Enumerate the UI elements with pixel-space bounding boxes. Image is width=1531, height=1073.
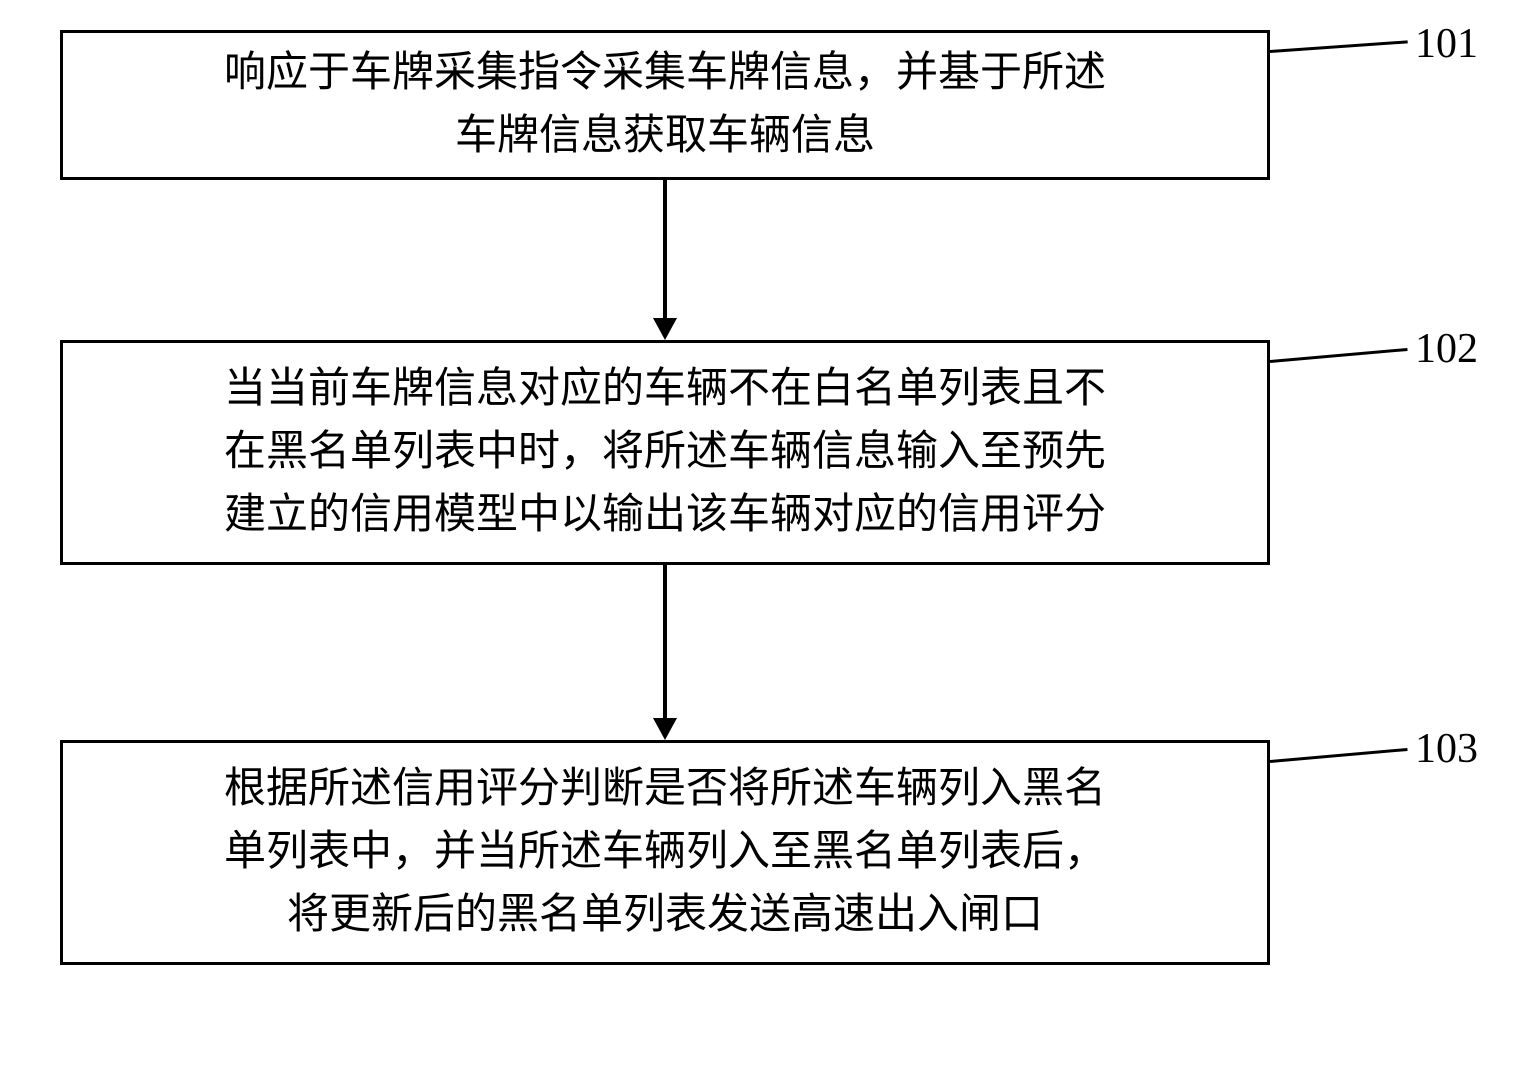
arrow-102-103-head — [653, 718, 677, 740]
flowchart-container: 响应于车牌采集指令采集车牌信息，并基于所述 车牌信息获取车辆信息 101 当当前… — [0, 0, 1531, 1073]
flow-box-101-text: 响应于车牌采集指令采集车牌信息，并基于所述 车牌信息获取车辆信息 — [224, 42, 1106, 168]
step-label-102: 102 — [1415, 325, 1478, 373]
flow-box-103-text: 根据所述信用评分判断是否将所述车辆列入黑名 单列表中，并当所述车辆列入至黑名单列… — [224, 758, 1106, 947]
label-connector-103 — [1270, 748, 1408, 763]
label-connector-102 — [1270, 348, 1408, 363]
arrow-101-102-head — [653, 318, 677, 340]
flow-box-103: 根据所述信用评分判断是否将所述车辆列入黑名 单列表中，并当所述车辆列入至黑名单列… — [60, 740, 1270, 965]
flow-box-102-text: 当当前车牌信息对应的车辆不在白名单列表且不 在黑名单列表中时，将所述车辆信息输入… — [224, 358, 1106, 547]
flow-box-102: 当当前车牌信息对应的车辆不在白名单列表且不 在黑名单列表中时，将所述车辆信息输入… — [60, 340, 1270, 565]
step-label-101: 101 — [1415, 20, 1478, 68]
flow-box-101: 响应于车牌采集指令采集车牌信息，并基于所述 车牌信息获取车辆信息 — [60, 30, 1270, 180]
label-connector-101 — [1270, 40, 1408, 53]
arrow-102-103-line — [663, 565, 667, 722]
arrow-101-102-line — [663, 180, 667, 322]
step-label-103: 103 — [1415, 725, 1478, 773]
